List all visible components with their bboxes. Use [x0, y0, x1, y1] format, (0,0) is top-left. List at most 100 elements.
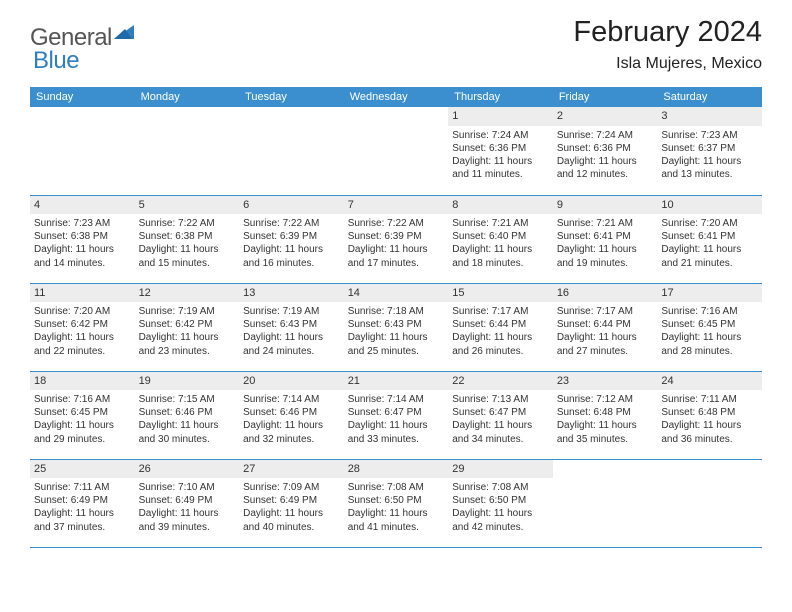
calendar-day-cell: 23Sunrise: 7:12 AMSunset: 6:48 PMDayligh… — [553, 371, 658, 459]
calendar-day-cell: 21Sunrise: 7:14 AMSunset: 6:47 PMDayligh… — [344, 371, 449, 459]
sunset-text: Sunset: 6:44 PM — [557, 318, 654, 331]
sunset-text: Sunset: 6:46 PM — [139, 406, 236, 419]
sunset-text: Sunset: 6:38 PM — [34, 230, 131, 243]
daylight-text: Daylight: 11 hours and 14 minutes. — [34, 243, 131, 269]
daylight-text: Daylight: 11 hours and 27 minutes. — [557, 331, 654, 357]
sunrise-text: Sunrise: 7:23 AM — [661, 129, 758, 142]
calendar-day-cell — [135, 107, 240, 195]
day-number: 13 — [239, 284, 344, 303]
day-details: Sunrise: 7:20 AMSunset: 6:41 PMDaylight:… — [661, 216, 758, 270]
day-header: Monday — [135, 87, 240, 107]
calendar-day-cell: 17Sunrise: 7:16 AMSunset: 6:45 PMDayligh… — [657, 283, 762, 371]
calendar-day-cell — [344, 107, 449, 195]
day-number: 18 — [30, 372, 135, 391]
sunset-text: Sunset: 6:48 PM — [661, 406, 758, 419]
calendar-week-row: 25Sunrise: 7:11 AMSunset: 6:49 PMDayligh… — [30, 459, 762, 547]
daylight-text: Daylight: 11 hours and 32 minutes. — [243, 419, 340, 445]
sunrise-text: Sunrise: 7:14 AM — [243, 393, 340, 406]
calendar-day-cell: 20Sunrise: 7:14 AMSunset: 6:46 PMDayligh… — [239, 371, 344, 459]
title-block: February 2024 Isla Mujeres, Mexico — [573, 18, 762, 73]
calendar-day-cell: 25Sunrise: 7:11 AMSunset: 6:49 PMDayligh… — [30, 459, 135, 547]
sunset-text: Sunset: 6:38 PM — [139, 230, 236, 243]
day-number: 21 — [344, 372, 449, 391]
daylight-text: Daylight: 11 hours and 19 minutes. — [557, 243, 654, 269]
day-details: Sunrise: 7:14 AMSunset: 6:46 PMDaylight:… — [243, 392, 340, 446]
sunset-text: Sunset: 6:37 PM — [661, 142, 758, 155]
calendar-day-cell: 2Sunrise: 7:24 AMSunset: 6:36 PMDaylight… — [553, 107, 658, 195]
header-row: General February 2024 Isla Mujeres, Mexi… — [30, 18, 762, 73]
calendar-day-cell: 10Sunrise: 7:20 AMSunset: 6:41 PMDayligh… — [657, 195, 762, 283]
calendar-week-row: 1Sunrise: 7:24 AMSunset: 6:36 PMDaylight… — [30, 107, 762, 195]
day-details: Sunrise: 7:22 AMSunset: 6:39 PMDaylight:… — [348, 216, 445, 270]
sunset-text: Sunset: 6:50 PM — [348, 494, 445, 507]
day-number: 24 — [657, 372, 762, 391]
day-number: 1 — [448, 107, 553, 126]
sunrise-text: Sunrise: 7:17 AM — [557, 305, 654, 318]
day-number: 29 — [448, 460, 553, 479]
calendar-day-cell — [30, 107, 135, 195]
day-details: Sunrise: 7:22 AMSunset: 6:39 PMDaylight:… — [243, 216, 340, 270]
daylight-text: Daylight: 11 hours and 26 minutes. — [452, 331, 549, 357]
day-number: 7 — [344, 196, 449, 215]
calendar-day-cell — [553, 459, 658, 547]
daylight-text: Daylight: 11 hours and 21 minutes. — [661, 243, 758, 269]
calendar-header-row: Sunday Monday Tuesday Wednesday Thursday… — [30, 87, 762, 107]
day-details: Sunrise: 7:08 AMSunset: 6:50 PMDaylight:… — [348, 480, 445, 534]
day-number: 27 — [239, 460, 344, 479]
sunrise-text: Sunrise: 7:08 AM — [452, 481, 549, 494]
day-details: Sunrise: 7:22 AMSunset: 6:38 PMDaylight:… — [139, 216, 236, 270]
sunrise-text: Sunrise: 7:23 AM — [34, 217, 131, 230]
daylight-text: Daylight: 11 hours and 22 minutes. — [34, 331, 131, 357]
sunset-text: Sunset: 6:44 PM — [452, 318, 549, 331]
sunset-text: Sunset: 6:47 PM — [348, 406, 445, 419]
calendar-day-cell: 13Sunrise: 7:19 AMSunset: 6:43 PMDayligh… — [239, 283, 344, 371]
day-details: Sunrise: 7:19 AMSunset: 6:42 PMDaylight:… — [139, 304, 236, 358]
day-number: 26 — [135, 460, 240, 479]
day-details: Sunrise: 7:14 AMSunset: 6:47 PMDaylight:… — [348, 392, 445, 446]
daylight-text: Daylight: 11 hours and 11 minutes. — [452, 155, 549, 181]
daylight-text: Daylight: 11 hours and 13 minutes. — [661, 155, 758, 181]
day-header: Friday — [553, 87, 658, 107]
calendar-day-cell — [657, 459, 762, 547]
calendar-week-row: 18Sunrise: 7:16 AMSunset: 6:45 PMDayligh… — [30, 371, 762, 459]
brand-name-part2: Blue — [33, 47, 79, 74]
day-details: Sunrise: 7:11 AMSunset: 6:49 PMDaylight:… — [34, 480, 131, 534]
day-number: 16 — [553, 284, 658, 303]
sunrise-text: Sunrise: 7:08 AM — [348, 481, 445, 494]
day-number: 4 — [30, 196, 135, 215]
day-details: Sunrise: 7:19 AMSunset: 6:43 PMDaylight:… — [243, 304, 340, 358]
daylight-text: Daylight: 11 hours and 30 minutes. — [139, 419, 236, 445]
daylight-text: Daylight: 11 hours and 39 minutes. — [139, 507, 236, 533]
calendar-day-cell: 3Sunrise: 7:23 AMSunset: 6:37 PMDaylight… — [657, 107, 762, 195]
brand-triangle-icon — [114, 23, 136, 46]
day-number: 5 — [135, 196, 240, 215]
daylight-text: Daylight: 11 hours and 33 minutes. — [348, 419, 445, 445]
sunset-text: Sunset: 6:40 PM — [452, 230, 549, 243]
sunset-text: Sunset: 6:43 PM — [348, 318, 445, 331]
day-header: Thursday — [448, 87, 553, 107]
calendar-day-cell: 5Sunrise: 7:22 AMSunset: 6:38 PMDaylight… — [135, 195, 240, 283]
calendar-day-cell: 1Sunrise: 7:24 AMSunset: 6:36 PMDaylight… — [448, 107, 553, 195]
day-header: Wednesday — [344, 87, 449, 107]
calendar-day-cell — [239, 107, 344, 195]
daylight-text: Daylight: 11 hours and 37 minutes. — [34, 507, 131, 533]
daylight-text: Daylight: 11 hours and 35 minutes. — [557, 419, 654, 445]
day-number: 12 — [135, 284, 240, 303]
sunrise-text: Sunrise: 7:21 AM — [452, 217, 549, 230]
calendar-day-cell: 18Sunrise: 7:16 AMSunset: 6:45 PMDayligh… — [30, 371, 135, 459]
calendar-day-cell: 14Sunrise: 7:18 AMSunset: 6:43 PMDayligh… — [344, 283, 449, 371]
day-header: Sunday — [30, 87, 135, 107]
daylight-text: Daylight: 11 hours and 17 minutes. — [348, 243, 445, 269]
sunrise-text: Sunrise: 7:21 AM — [557, 217, 654, 230]
brand-name-part2-wrap: Blue — [33, 47, 79, 75]
calendar-day-cell: 4Sunrise: 7:23 AMSunset: 6:38 PMDaylight… — [30, 195, 135, 283]
calendar-day-cell: 15Sunrise: 7:17 AMSunset: 6:44 PMDayligh… — [448, 283, 553, 371]
daylight-text: Daylight: 11 hours and 36 minutes. — [661, 419, 758, 445]
calendar-day-cell: 6Sunrise: 7:22 AMSunset: 6:39 PMDaylight… — [239, 195, 344, 283]
sunrise-text: Sunrise: 7:20 AM — [661, 217, 758, 230]
sunset-text: Sunset: 6:36 PM — [452, 142, 549, 155]
day-number: 2 — [553, 107, 658, 126]
day-number: 19 — [135, 372, 240, 391]
day-details: Sunrise: 7:23 AMSunset: 6:38 PMDaylight:… — [34, 216, 131, 270]
day-details: Sunrise: 7:10 AMSunset: 6:49 PMDaylight:… — [139, 480, 236, 534]
